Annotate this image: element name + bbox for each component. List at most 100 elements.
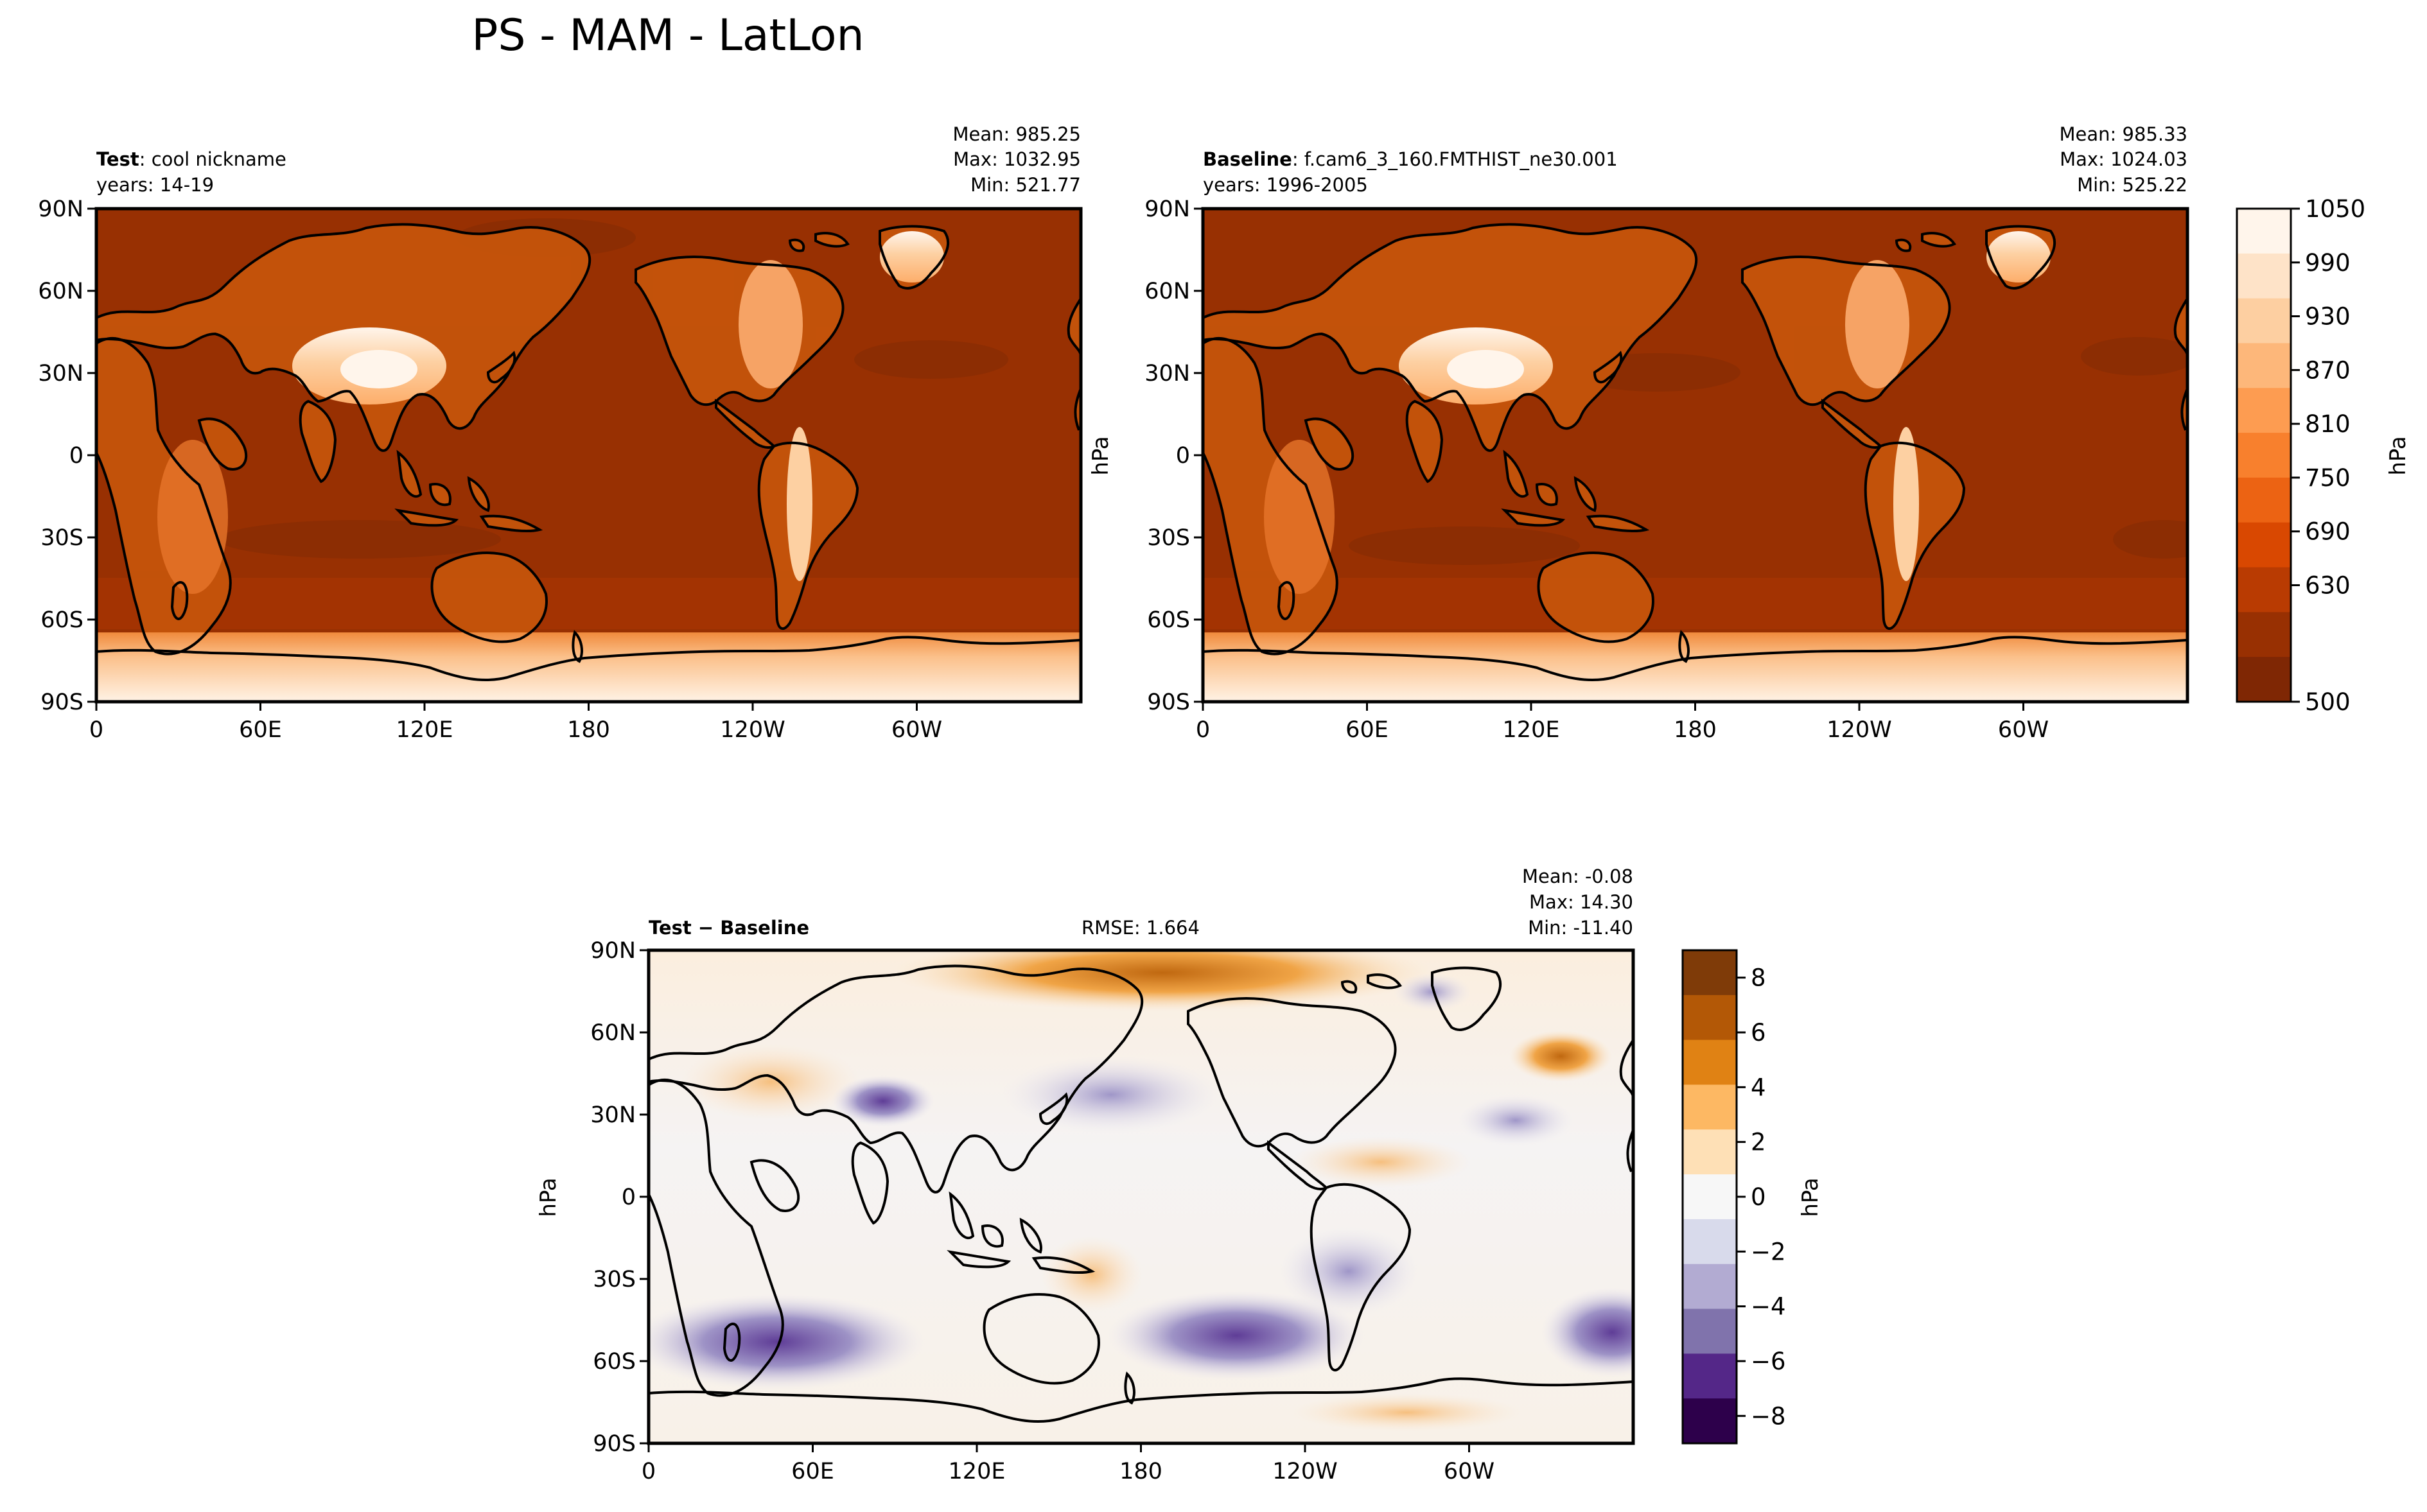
baseline-min: Min: 525.22 — [2077, 174, 2187, 196]
pressure-colorbar-band — [2237, 298, 2291, 344]
baseline-y-tick-label: 90N — [1144, 196, 1190, 222]
baseline-x-tick-label: 60W — [1998, 717, 2049, 743]
pressure-colorbar-band — [2237, 433, 2291, 478]
test-y-ticks: 90N 60N 30N 0 30S 60S 90S — [38, 196, 96, 715]
difference-colorbar-tick-label: −4 — [1751, 1293, 1786, 1321]
baseline-x-tick-label: 60E — [1345, 717, 1389, 743]
pressure-colorbar-band — [2237, 657, 2291, 702]
baseline-x-ticks: 0 60E 120E 180 120W 60W — [1196, 702, 2049, 743]
difference-min: Min: -11.40 — [1528, 917, 1633, 939]
difference-y-ticks: 90N 60N 30N 0 30S 60S 90S — [590, 938, 649, 1457]
test-x-tick-label: 120E — [396, 717, 453, 743]
pressure-colorbar-bands — [2237, 209, 2291, 702]
difference-colorbar-tick-label: −8 — [1751, 1402, 1786, 1430]
baseline-x-tick-label: 0 — [1196, 717, 1210, 743]
difference-x-tick-label: 120E — [949, 1459, 1006, 1484]
test-y-tick-label: 0 — [69, 443, 83, 469]
pressure-colorbar-band — [2237, 253, 2291, 299]
difference-x-ticks: 0 60E 120E 180 120W 60W — [642, 1443, 1494, 1484]
difference-y-tick-label: 60S — [593, 1349, 636, 1375]
difference-colorbar-band — [1683, 950, 1737, 996]
difference-colorbar-band — [1683, 1353, 1737, 1400]
test-panel: 90N 60N 30N 0 30S 60S 90S 0 60E 120E 180 120W 60W T… — [38, 123, 1083, 743]
difference-colorbar-tick-label: 0 — [1751, 1183, 1766, 1211]
difference-colorbar-tick-label: 8 — [1751, 964, 1766, 992]
pressure-colorbar-tick-label: 810 — [2305, 410, 2351, 438]
pressure-colorbar-band — [2237, 343, 2291, 389]
difference-x-tick-label: 60W — [1444, 1459, 1494, 1484]
difference-colorbar-band — [1683, 1039, 1737, 1086]
difference-colorbar-band — [1683, 1264, 1737, 1310]
difference-colorbar-tick-label: 4 — [1751, 1073, 1766, 1101]
baseline-y-tick-label: 30S — [1147, 525, 1190, 551]
test-y-tick-label: 90N — [38, 196, 83, 222]
difference-x-tick-label: 120W — [1272, 1459, 1337, 1484]
test-x-tick-label: 60E — [239, 717, 282, 743]
difference-colorbar-tick-label: −2 — [1751, 1238, 1786, 1265]
baseline-panel: 90N 60N 30N 0 30S 60S 90S 0 60E 120E 180 120W 60W h… — [1088, 123, 2189, 743]
difference-max: Max: 14.30 — [1529, 891, 1633, 913]
difference-y-tick-label: 30S — [593, 1267, 636, 1292]
baseline-label-text: : f.cam6_3_160.FMTHIST_ne30.001 — [1292, 148, 1618, 170]
test-x-tick-label: 180 — [567, 717, 610, 743]
test-x-tick-label: 120W — [720, 717, 785, 743]
baseline-y-tick-label: 60N — [1144, 279, 1190, 304]
difference-colorbar-tick-label: 2 — [1751, 1129, 1766, 1156]
difference-ylabel: hPa — [536, 1177, 561, 1217]
baseline-x-tick-label: 180 — [1674, 717, 1717, 743]
difference-colorbar-band — [1683, 1084, 1737, 1131]
difference-label: Test − Baseline — [649, 917, 809, 939]
baseline-y-tick-label: 30N — [1144, 361, 1190, 387]
figure-title: PS - MAM - LatLon — [471, 10, 864, 61]
difference-x-tick-label: 60E — [791, 1459, 834, 1484]
pressure-colorbar-tick-label: 630 — [2305, 571, 2351, 599]
test-field — [96, 209, 1081, 702]
baseline-ylabel: hPa — [1088, 436, 1114, 475]
difference-colorbar-band — [1683, 995, 1737, 1041]
test-label-text: : cool nickname — [139, 148, 286, 170]
difference-x-tick-label: 180 — [1119, 1459, 1162, 1484]
pressure-colorbar-tick-label: 1050 — [2305, 195, 2365, 223]
pressure-colorbar-tick-label: 500 — [2305, 688, 2351, 716]
baseline-y-tick-label: 60S — [1147, 607, 1190, 633]
baseline-x-tick-label: 120W — [1827, 717, 1891, 743]
baseline-y-tick-label: 90S — [1147, 690, 1190, 715]
pressure-colorbar-tick-label: 930 — [2305, 303, 2351, 331]
difference-colorbar-band — [1683, 1129, 1737, 1176]
test-y-tick-label: 30N — [38, 361, 83, 387]
test-y-tick-label: 90S — [40, 690, 83, 715]
test-label: Test: cool nickname — [96, 148, 286, 170]
pressure-colorbar-band — [2237, 388, 2291, 434]
baseline-y-tick-label: 0 — [1176, 443, 1190, 469]
difference-rmse: RMSE: 1.664 — [1082, 917, 1200, 939]
pressure-colorbar-band — [2237, 209, 2291, 254]
baseline-field — [1203, 209, 2187, 702]
difference-panel: 90N 60N 30N 0 30S 60S 90S 0 60E 120E 180 120W 60W h… — [536, 865, 1635, 1484]
pressure-colorbar-tick-label: 990 — [2305, 249, 2351, 277]
pressure-colorbar-band — [2237, 612, 2291, 658]
baseline-max: Max: 1024.03 — [2060, 148, 2187, 170]
difference-y-tick-label: 30N — [590, 1102, 636, 1128]
baseline-mean: Mean: 985.33 — [2060, 123, 2187, 145]
difference-colorbar-band — [1683, 1219, 1737, 1265]
difference-colorbar-band — [1683, 1174, 1737, 1220]
test-x-tick-label: 60W — [891, 717, 942, 743]
baseline-y-ticks: 90N 60N 30N 0 30S 60S 90S — [1144, 196, 1203, 715]
pressure-colorbar-band — [2237, 522, 2291, 568]
difference-colorbar-label: hPa — [1798, 1177, 1823, 1217]
baseline-label: Baseline: f.cam6_3_160.FMTHIST_ne30.001 — [1203, 148, 1618, 170]
pressure-colorbar-tick-label: 750 — [2305, 464, 2351, 492]
pressure-colorbar-ticks: 1050 990 930 870 810 750 690 630 500 — [2291, 195, 2365, 716]
pressure-colorbar-tick-label: 870 — [2305, 356, 2351, 384]
difference-colorbar-bands — [1683, 950, 1737, 1444]
difference-y-tick-label: 0 — [622, 1185, 636, 1210]
difference-x-tick-label: 0 — [642, 1459, 656, 1484]
test-x-tick-label: 0 — [89, 717, 103, 743]
test-years: years: 14-19 — [96, 174, 214, 196]
difference-colorbar-band — [1683, 1398, 1737, 1444]
difference-colorbar-tick-label: −6 — [1751, 1348, 1786, 1375]
test-y-tick-label: 60S — [40, 607, 83, 633]
pressure-colorbar-band — [2237, 567, 2291, 613]
pressure-colorbar-tick-label: 690 — [2305, 518, 2351, 546]
